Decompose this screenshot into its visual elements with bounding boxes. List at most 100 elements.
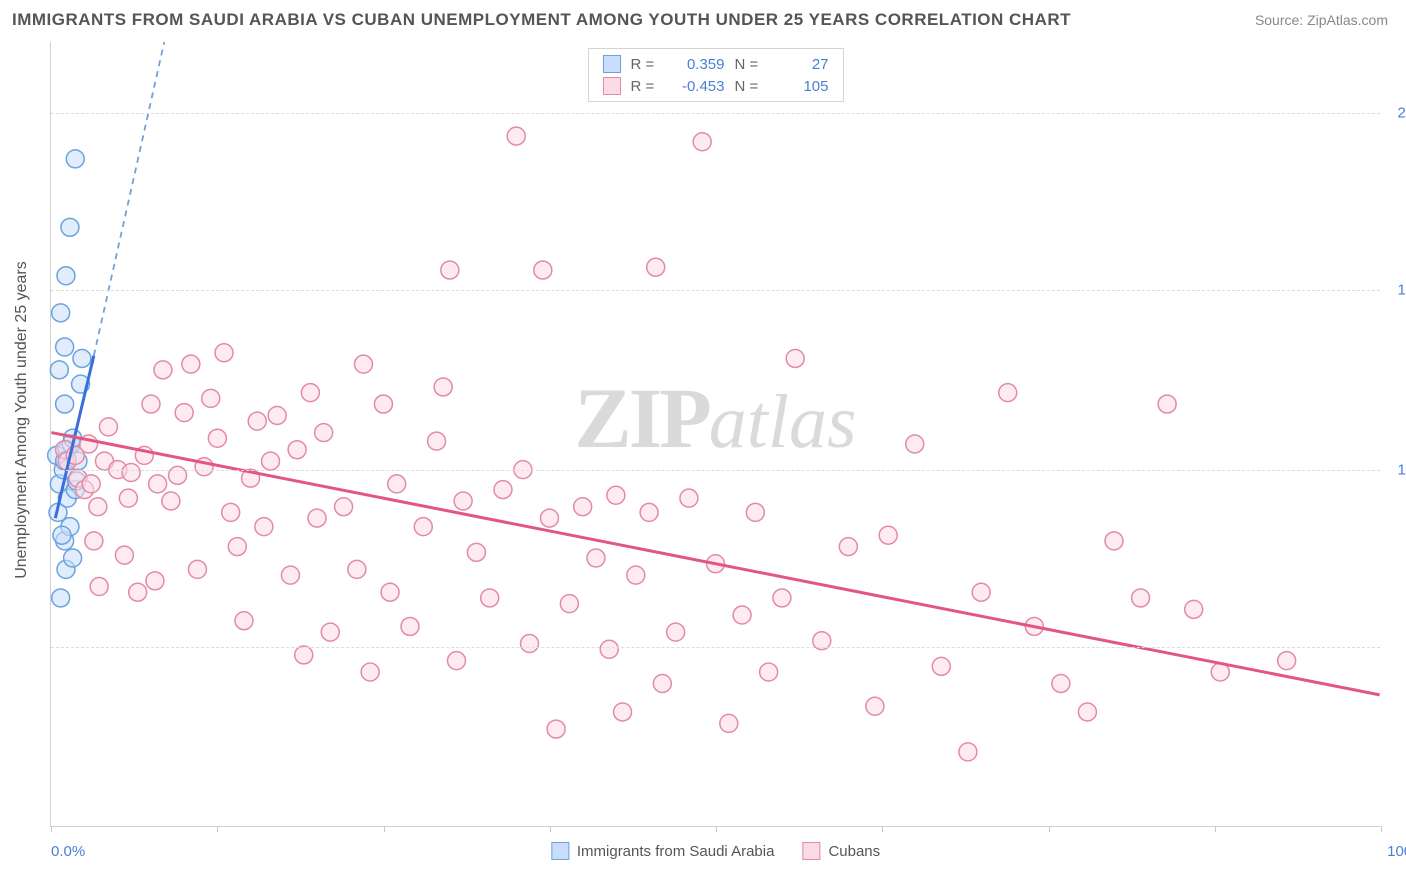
data-point bbox=[154, 361, 172, 379]
data-point bbox=[1052, 674, 1070, 692]
gridline bbox=[51, 113, 1380, 114]
data-point bbox=[381, 583, 399, 601]
data-point bbox=[355, 355, 373, 373]
plot-area: ZIPatlas R = 0.359 N = 27 R = -0.453 N =… bbox=[50, 42, 1380, 827]
data-point bbox=[162, 492, 180, 510]
x-axis-min-label: 0.0% bbox=[51, 843, 85, 860]
data-point bbox=[146, 572, 164, 590]
x-tick bbox=[217, 826, 218, 832]
legend-swatch-cuban-icon bbox=[603, 77, 621, 95]
data-point bbox=[667, 623, 685, 641]
data-point bbox=[188, 560, 206, 578]
data-point bbox=[335, 498, 353, 516]
data-point bbox=[52, 589, 70, 607]
data-point bbox=[972, 583, 990, 601]
x-tick bbox=[550, 826, 551, 832]
data-point bbox=[467, 543, 485, 561]
gridline bbox=[51, 647, 1380, 648]
data-point bbox=[315, 424, 333, 442]
x-tick bbox=[51, 826, 52, 832]
data-point bbox=[746, 503, 764, 521]
y-tick-label: 18.8% bbox=[1386, 282, 1406, 299]
legend-item-cuban: Cubans bbox=[802, 842, 880, 860]
y-tick-label: 25.0% bbox=[1386, 105, 1406, 122]
data-point bbox=[115, 546, 133, 564]
n-value-saudi: 27 bbox=[773, 56, 829, 73]
data-point bbox=[215, 344, 233, 362]
data-point bbox=[119, 489, 137, 507]
data-point bbox=[262, 452, 280, 470]
legend-label-saudi: Immigrants from Saudi Arabia bbox=[577, 843, 775, 860]
data-point bbox=[321, 623, 339, 641]
data-point bbox=[733, 606, 751, 624]
data-point bbox=[388, 475, 406, 493]
data-point bbox=[773, 589, 791, 607]
data-point bbox=[73, 349, 91, 367]
r-label: R = bbox=[631, 56, 659, 73]
data-point bbox=[295, 646, 313, 664]
legend-swatch-saudi-icon bbox=[603, 55, 621, 73]
data-point bbox=[208, 429, 226, 447]
data-point bbox=[1158, 395, 1176, 413]
bottom-legend: Immigrants from Saudi Arabia Cubans bbox=[551, 842, 880, 860]
legend-label-cuban: Cubans bbox=[828, 843, 880, 860]
data-point bbox=[281, 566, 299, 584]
data-point bbox=[182, 355, 200, 373]
x-tick bbox=[384, 826, 385, 832]
data-point bbox=[122, 463, 140, 481]
r-label: R = bbox=[631, 78, 659, 95]
data-point bbox=[653, 674, 671, 692]
data-point bbox=[248, 412, 266, 430]
data-point bbox=[932, 657, 950, 675]
data-point bbox=[447, 652, 465, 670]
data-point bbox=[434, 378, 452, 396]
data-point bbox=[574, 498, 592, 516]
data-point bbox=[56, 395, 74, 413]
data-point bbox=[414, 518, 432, 536]
gridline bbox=[51, 290, 1380, 291]
gridline bbox=[51, 470, 1380, 471]
data-point bbox=[228, 538, 246, 556]
x-axis-max-label: 100.0% bbox=[1387, 843, 1406, 860]
y-axis-label: Unemployment Among Youth under 25 years bbox=[13, 261, 31, 579]
data-point bbox=[614, 703, 632, 721]
data-point bbox=[82, 475, 100, 493]
data-point bbox=[1105, 532, 1123, 550]
data-point bbox=[56, 338, 74, 356]
top-legend-row-saudi: R = 0.359 N = 27 bbox=[603, 53, 829, 75]
data-point bbox=[202, 389, 220, 407]
data-point bbox=[57, 267, 75, 285]
data-point bbox=[879, 526, 897, 544]
data-point bbox=[999, 384, 1017, 402]
data-point bbox=[647, 258, 665, 276]
data-point bbox=[142, 395, 160, 413]
data-point bbox=[99, 418, 117, 436]
data-point bbox=[1132, 589, 1150, 607]
n-label: N = bbox=[735, 78, 763, 95]
data-point bbox=[255, 518, 273, 536]
data-point bbox=[222, 503, 240, 521]
data-point bbox=[866, 697, 884, 715]
data-point bbox=[361, 663, 379, 681]
data-point bbox=[308, 509, 326, 527]
data-point bbox=[640, 503, 658, 521]
data-point bbox=[906, 435, 924, 453]
data-point bbox=[627, 566, 645, 584]
data-point bbox=[374, 395, 392, 413]
data-point bbox=[959, 743, 977, 761]
r-value-cuban: -0.453 bbox=[669, 78, 725, 95]
data-point bbox=[720, 714, 738, 732]
trend-line-extension bbox=[94, 42, 164, 356]
data-point bbox=[169, 466, 187, 484]
x-tick bbox=[1049, 826, 1050, 832]
data-point bbox=[521, 635, 539, 653]
data-point bbox=[149, 475, 167, 493]
legend-item-saudi: Immigrants from Saudi Arabia bbox=[551, 842, 775, 860]
data-point bbox=[66, 150, 84, 168]
legend-swatch-saudi-icon bbox=[551, 842, 569, 860]
data-point bbox=[64, 549, 82, 567]
data-point bbox=[288, 441, 306, 459]
data-point bbox=[547, 720, 565, 738]
x-tick bbox=[1215, 826, 1216, 832]
data-point bbox=[175, 404, 193, 422]
